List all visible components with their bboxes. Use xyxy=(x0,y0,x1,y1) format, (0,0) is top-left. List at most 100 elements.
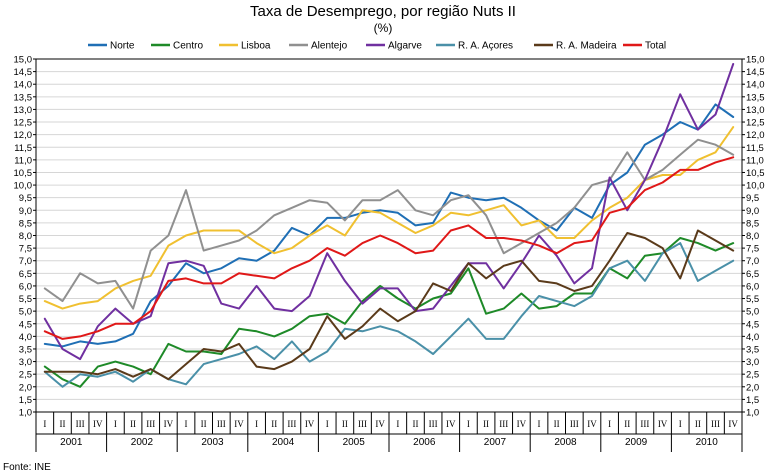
quarter-label: IV xyxy=(587,419,597,429)
y-tick-label: 5,5 xyxy=(19,294,32,305)
quarter-label: I xyxy=(326,419,329,429)
y-tick-label-right: 12,5 xyxy=(746,118,765,129)
quarter-label: II xyxy=(59,419,65,429)
year-label: 2005 xyxy=(343,437,366,448)
quarter-label: III xyxy=(640,419,649,429)
series-line-lisboa xyxy=(43,126,735,310)
y-tick-label: 15,0 xyxy=(14,55,33,66)
legend-label: Lisboa xyxy=(241,41,271,52)
y-tick-label-right: 2,0 xyxy=(746,382,759,393)
y-tick-label: 14,0 xyxy=(14,80,33,91)
quarter-label: I xyxy=(43,419,46,429)
y-tick-label-right: 8,0 xyxy=(746,231,759,242)
quarter-label: I xyxy=(255,419,258,429)
year-label: 2004 xyxy=(272,437,295,448)
y-tick-label: 1,5 xyxy=(19,395,32,406)
year-label: 2002 xyxy=(131,437,154,448)
year-label: 2009 xyxy=(625,437,648,448)
y-tick-label: 9,5 xyxy=(19,193,32,204)
series-line-norte xyxy=(43,103,735,348)
y-tick-label: 14,5 xyxy=(14,67,33,78)
y-tick-label: 3,0 xyxy=(19,357,32,368)
y-tick-label-right: 2,5 xyxy=(746,370,759,381)
quarter-label: I xyxy=(679,419,682,429)
quarter-label: III xyxy=(499,419,508,429)
y-tick-label-right: 6,5 xyxy=(746,269,759,280)
series-line-r-a-madeira xyxy=(43,229,735,381)
y-tick-label: 2,0 xyxy=(19,382,32,393)
quarter-label: IV xyxy=(375,419,385,429)
quarter-label: III xyxy=(287,419,296,429)
quarter-label: III xyxy=(358,419,367,429)
quarter-label: II xyxy=(271,419,277,429)
quarter-label: IV xyxy=(517,419,527,429)
y-tick-label-right: 13,5 xyxy=(746,92,765,103)
y-tick-label: 11,0 xyxy=(14,155,32,166)
quarter-label: IV xyxy=(164,419,174,429)
y-tick-label-right: 1,5 xyxy=(746,395,759,406)
y-tick-label-right: 14,5 xyxy=(746,67,765,78)
y-tick-label: 2,5 xyxy=(19,370,32,381)
year-label: 2007 xyxy=(484,437,507,448)
y-tick-label: 12,5 xyxy=(14,118,33,129)
y-tick-label-right: 7,0 xyxy=(746,256,759,267)
quarter-label: I xyxy=(608,419,611,429)
y-tick-label: 6,0 xyxy=(19,281,32,292)
legend-label: R. A. Açores xyxy=(458,41,513,52)
series-line-centro xyxy=(43,237,735,388)
legend-label: Centro xyxy=(173,41,203,52)
y-tick-label: 8,5 xyxy=(19,218,32,229)
x-axis: I II III IV I II III IV I II III IV I II III IV I II III IV… xyxy=(35,412,743,452)
quarter-label: III xyxy=(217,419,226,429)
quarter-label: IV xyxy=(93,419,103,429)
quarter-label: II xyxy=(624,419,630,429)
quarter-label: III xyxy=(146,419,155,429)
quarter-label: IV xyxy=(234,419,244,429)
legend: Norte Centro Lisboa Alentejo Algarve R. A. Aç… xyxy=(88,41,666,52)
plot-frame xyxy=(35,58,743,413)
legend-label: Alentejo xyxy=(311,41,348,52)
y-tick-label-right: 14,0 xyxy=(746,80,765,91)
quarter-label: IV xyxy=(446,419,456,429)
y-tick-label: 8,0 xyxy=(19,231,32,242)
y-tick-label: 10,0 xyxy=(14,181,33,192)
year-label: 2003 xyxy=(201,437,224,448)
quarter-label: IV xyxy=(305,419,315,429)
y-tick-label: 4,0 xyxy=(19,332,32,343)
y-tick-label: 13,5 xyxy=(14,92,33,103)
quarter-label: II xyxy=(412,419,418,429)
y-tick-label-right: 4,0 xyxy=(746,332,759,343)
legend-label: Algarve xyxy=(388,41,422,52)
y-tick-label-right: 7,5 xyxy=(746,244,759,255)
y-tick-label: 11,5 xyxy=(14,143,32,154)
y-tick-label: 6,5 xyxy=(19,269,32,280)
y-tick-label: 1,0 xyxy=(19,408,32,419)
y-tick-label-right: 5,0 xyxy=(746,307,759,318)
gridlines xyxy=(36,71,742,400)
quarter-label: IV xyxy=(658,419,668,429)
quarter-label: III xyxy=(711,419,720,429)
series-lines xyxy=(43,63,735,388)
y-axis-right: 1,0 1,5 2,02,5 3,0 3,54,0 4,55,0 5,5 6,06,5 7,07… xyxy=(742,55,765,419)
legend-label: Norte xyxy=(110,41,135,52)
year-label: 2006 xyxy=(413,437,436,448)
y-tick-label-right: 9,0 xyxy=(746,206,759,217)
quarter-label: I xyxy=(185,419,188,429)
quarter-label: III xyxy=(570,419,579,429)
quarter-label: II xyxy=(554,419,560,429)
quarter-label: I xyxy=(114,419,117,429)
source-note: Fonte: INE xyxy=(3,462,51,473)
y-tick-label-right: 8,5 xyxy=(746,218,759,229)
y-tick-label-right: 4,5 xyxy=(746,319,759,330)
year-label: 2008 xyxy=(554,437,577,448)
quarter-label: I xyxy=(467,419,470,429)
y-tick-label-right: 3,0 xyxy=(746,357,759,368)
y-tick-label-right: 1,0 xyxy=(746,408,759,419)
y-tick-label: 13,0 xyxy=(14,105,33,116)
y-tick-label-right: 10,5 xyxy=(746,168,765,179)
series-line-total xyxy=(43,156,735,340)
y-tick-label-right: 9,5 xyxy=(746,193,759,204)
y-tick-label: 5,0 xyxy=(19,307,32,318)
quarter-label: IV xyxy=(728,419,738,429)
y-tick-label-right: 12,0 xyxy=(746,130,765,141)
